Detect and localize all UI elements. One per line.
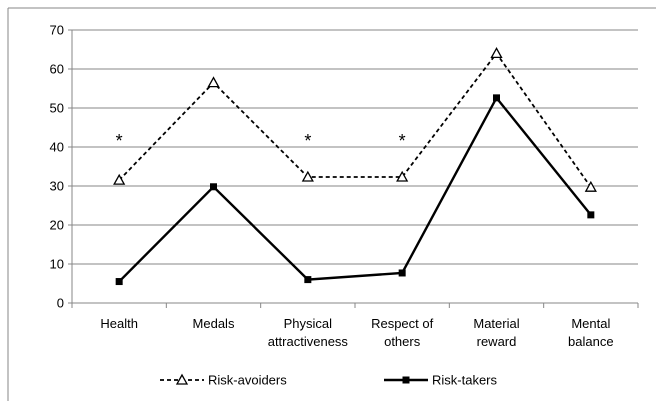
series-line-risk-takers	[118, 95, 592, 283]
y-tick-label: 50	[50, 101, 64, 116]
x-category-labels: Health Medals Physical attractiveness Respec…	[100, 316, 613, 349]
annotations: * * *	[116, 131, 406, 151]
data-point-risk-avoiders	[113, 173, 126, 185]
legend-label-risk-takers: Risk-takers	[432, 373, 498, 388]
y-tick-label: 20	[50, 218, 64, 233]
x-category-label: others	[384, 334, 421, 349]
y-tick-label: 60	[50, 62, 64, 77]
y-tick-label: 30	[50, 179, 64, 194]
legend: Risk-avoiders Risk-takers	[160, 373, 498, 388]
x-category-label: balance	[568, 334, 614, 349]
data-point-risk-takers	[493, 94, 500, 102]
data-point-risk-takers	[398, 269, 406, 277]
x-category-label: attractiveness	[268, 334, 349, 349]
data-point-risk-takers	[304, 276, 312, 284]
data-point-risk-avoiders	[490, 47, 503, 59]
data-point-risk-takers	[587, 211, 595, 219]
legend-marker-risk-takers	[402, 376, 410, 384]
data-point-risk-takers	[210, 183, 217, 191]
axes	[68, 29, 639, 308]
x-category-label: Material	[473, 316, 519, 331]
y-tick-label: 10	[50, 257, 64, 272]
x-category-label: Health	[100, 316, 138, 331]
data-point-risk-avoiders	[396, 170, 409, 182]
y-tick-label: 70	[50, 23, 64, 38]
legend-marker-risk-avoiders	[175, 373, 189, 385]
data-point-risk-avoiders	[301, 170, 314, 182]
series-group	[113, 47, 597, 286]
y-tick-label: 40	[50, 140, 64, 155]
data-point-risk-avoiders	[584, 180, 597, 192]
x-category-label: reward	[477, 334, 517, 349]
data-point-risk-avoiders	[207, 76, 220, 88]
significance-marker: *	[304, 131, 311, 151]
significance-marker: *	[399, 131, 406, 151]
series-line-risk-avoiders	[118, 51, 592, 188]
legend-label-risk-avoiders: Risk-avoiders	[208, 373, 287, 388]
y-tick-labels: 0 10 20 30 40 50 60 70	[50, 23, 64, 311]
x-category-label: Medals	[193, 316, 235, 331]
x-category-label: Mental	[571, 316, 610, 331]
significance-marker: *	[116, 131, 123, 151]
gridlines	[72, 29, 638, 265]
x-category-label: Respect of	[371, 316, 434, 331]
data-point-risk-takers	[115, 278, 123, 286]
x-category-label: Physical	[284, 316, 333, 331]
y-tick-label: 0	[57, 296, 64, 311]
